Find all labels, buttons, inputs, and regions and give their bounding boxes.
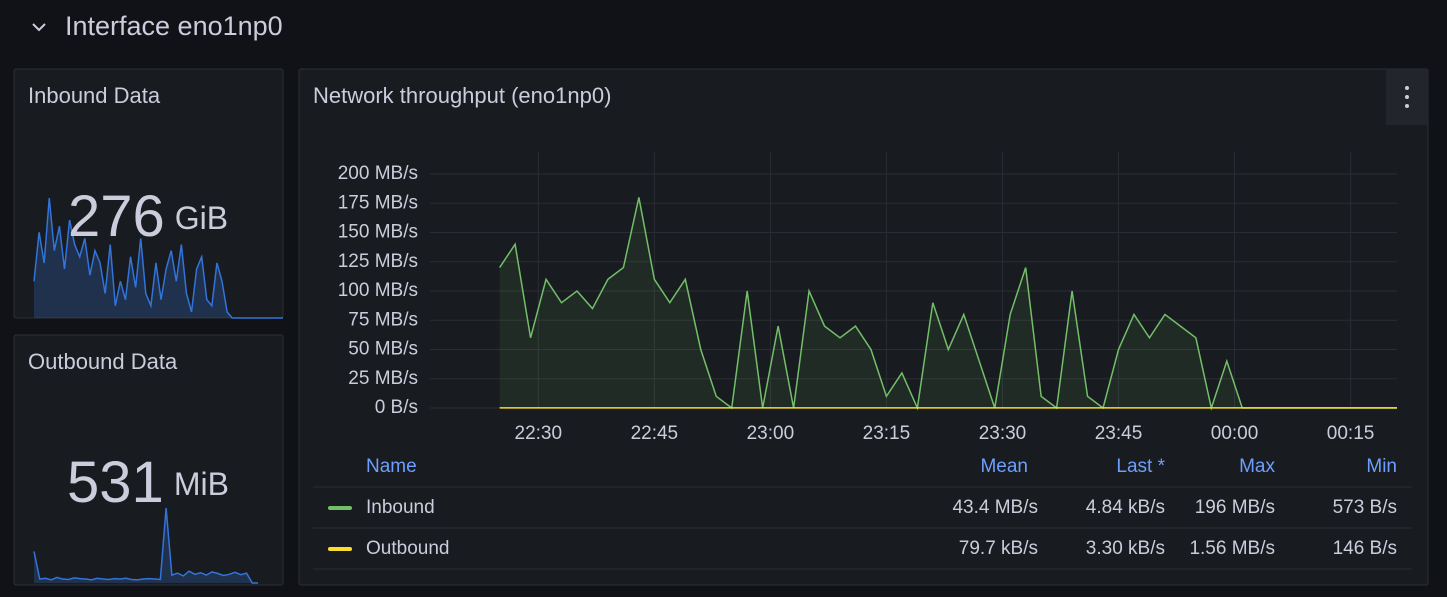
sparkline <box>33 197 283 319</box>
y-tick-label: 0 B/s <box>375 397 418 418</box>
legend-stat: 79.7 kB/s <box>959 538 1038 559</box>
menu-dot <box>1405 95 1409 99</box>
stat-value: 276 GiB <box>68 184 228 249</box>
legend-name[interactable]: Inbound <box>366 497 435 518</box>
legend-stat: 146 B/s <box>1333 538 1397 559</box>
legend-stat: 43.4 MB/s <box>952 497 1038 518</box>
x-tick-label: 23:15 <box>863 423 911 444</box>
collapse-icon[interactable] <box>32 23 46 32</box>
legend-header: Max <box>1239 456 1275 477</box>
panel-title: Outbound Data <box>28 349 178 374</box>
panel-title: Inbound Data <box>28 83 161 108</box>
y-tick-label: 200 MB/s <box>338 163 418 184</box>
y-tick-label: 125 MB/s <box>338 251 418 272</box>
stat-number: 531 <box>67 450 164 515</box>
x-tick-label: 00:00 <box>1211 423 1259 444</box>
x-tick-label: 23:00 <box>747 423 795 444</box>
sparkline-area <box>34 508 258 583</box>
sparkline <box>33 507 258 584</box>
x-tick-label: 00:15 <box>1327 423 1375 444</box>
sparkline-area <box>34 198 283 318</box>
legend-header: Name <box>366 456 417 477</box>
series-area <box>499 197 1397 408</box>
legend-stat: 196 MB/s <box>1195 497 1275 518</box>
y-tick-label: 100 MB/s <box>338 280 418 301</box>
panel-title: Network throughput (eno1np0) <box>313 83 611 108</box>
stat-number: 276 <box>68 184 165 249</box>
panel <box>13 68 284 319</box>
legend-stat: 1.56 MB/s <box>1189 538 1275 559</box>
legend-stat: 3.30 kB/s <box>1086 538 1165 559</box>
menu-dot <box>1405 86 1409 90</box>
y-tick-label: 150 MB/s <box>338 222 418 243</box>
section-title[interactable]: Interface eno1np0 <box>65 11 283 41</box>
stat-unit: MiB <box>174 466 229 502</box>
legend-header: Min <box>1366 456 1397 477</box>
y-tick-label: 25 MB/s <box>348 368 418 389</box>
panel <box>13 334 284 586</box>
x-tick-label: 23:45 <box>1095 423 1143 444</box>
legend-stat: 4.84 kB/s <box>1086 497 1165 518</box>
legend-header: Last * <box>1116 456 1165 477</box>
legend-header: Mean <box>980 456 1028 477</box>
legend-stat: 573 B/s <box>1333 497 1397 518</box>
y-tick-label: 50 MB/s <box>348 339 418 360</box>
x-tick-label: 22:30 <box>515 423 563 444</box>
stat-unit: GiB <box>175 200 228 236</box>
menu-dot <box>1405 104 1409 108</box>
stat-value: 531 MiB <box>67 450 229 515</box>
legend-name[interactable]: Outbound <box>366 538 449 559</box>
x-tick-label: 22:45 <box>631 423 679 444</box>
panel <box>298 68 1429 586</box>
x-tick-label: 23:30 <box>979 423 1027 444</box>
y-tick-label: 75 MB/s <box>348 309 418 330</box>
y-tick-label: 175 MB/s <box>338 192 418 213</box>
